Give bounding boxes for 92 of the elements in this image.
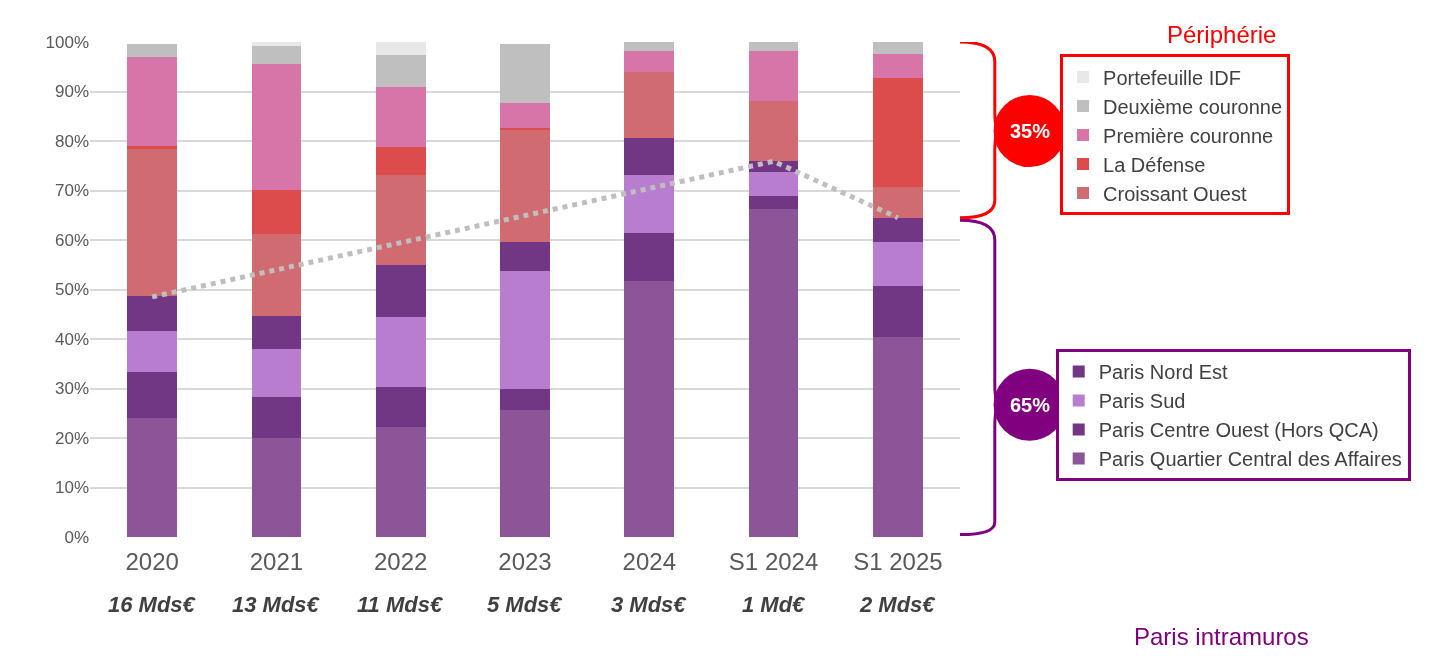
bar (251, 190, 302, 235)
bar (251, 396, 302, 438)
text: 13 Mds€ (232, 592, 321, 617)
bar (375, 86, 426, 148)
bar (500, 271, 550, 389)
bar (873, 187, 923, 218)
x-tick-label: 2020 (125, 548, 179, 575)
bar (375, 427, 426, 537)
x-tick-label: 2021 (249, 548, 304, 575)
legend-label: Croissant Ouest (1103, 182, 1247, 205)
x-tick-label: 2022 (374, 548, 428, 575)
legend-label: Paris Centre Ouest (Hors QCA) (1098, 419, 1379, 442)
text: 5 Mds€ (487, 592, 564, 617)
bar (500, 102, 550, 128)
bar (127, 56, 177, 146)
bar (127, 145, 177, 149)
bar (127, 371, 177, 418)
y-tick-label: 70% (54, 181, 89, 201)
bar (375, 387, 426, 428)
bar (375, 265, 426, 318)
bar (748, 195, 799, 210)
bar (873, 42, 923, 54)
bar (624, 175, 675, 233)
text: Paris intramuros (1134, 623, 1309, 650)
bar (624, 42, 675, 52)
bar (624, 71, 675, 138)
x-tick-label: S1 2025 (853, 548, 943, 575)
legend-label: Deuxième couronne (1103, 95, 1283, 118)
bar (375, 317, 426, 388)
legend-label: Paris Nord Est (1098, 361, 1229, 384)
bar (873, 53, 923, 78)
bar (127, 417, 177, 537)
y-tick-label: 50% (54, 280, 89, 300)
bar (127, 331, 177, 372)
x-tick-label: 2023 (498, 548, 552, 575)
text: 2 Mds€ (859, 592, 937, 617)
bar (748, 42, 799, 51)
bar (500, 43, 550, 103)
y-tick-label: 100% (45, 32, 89, 52)
text: 1 Md€ (742, 592, 807, 617)
text: 11 Mds€ (357, 592, 444, 617)
bar (748, 209, 799, 537)
bar (624, 51, 675, 72)
y-tick-label: 40% (54, 329, 89, 349)
legend-label: Paris Sud (1098, 390, 1186, 413)
bar (624, 137, 675, 176)
y-tick-label: 80% (54, 131, 89, 151)
bar (500, 241, 550, 272)
bar (500, 410, 550, 537)
bar (873, 286, 923, 338)
text: 3 Mds€ (611, 592, 688, 617)
bar (748, 50, 799, 101)
bar (624, 232, 675, 282)
bar (873, 337, 923, 537)
y-tick-label: 30% (54, 379, 89, 399)
text: 35% (1010, 120, 1051, 142)
bar (127, 295, 177, 332)
legend-label: Paris Quartier Central des Affaires (1098, 448, 1402, 471)
y-tick-label: 20% (54, 428, 89, 448)
y-tick-label: 90% (54, 82, 89, 102)
y-tick-label: 60% (54, 230, 89, 250)
bar (748, 172, 799, 196)
y-tick-label: 10% (54, 478, 89, 498)
bar (375, 147, 426, 176)
bar (624, 281, 675, 537)
bar (127, 44, 177, 57)
bar (251, 316, 302, 350)
text: 65% (1010, 394, 1051, 416)
legend-label: La Défense (1103, 153, 1206, 176)
bar (500, 129, 550, 242)
bar (251, 437, 302, 537)
bar (251, 234, 302, 317)
bar (251, 63, 302, 190)
legend-label: Portefeuille IDF (1103, 66, 1241, 89)
y-tick-label: 0% (64, 527, 89, 547)
bar (375, 54, 426, 87)
x-tick-label: 2024 (622, 548, 676, 575)
bar (748, 100, 799, 162)
legend-label: Première couronne (1103, 124, 1274, 147)
bar (251, 349, 302, 397)
bar (375, 42, 426, 55)
text: 16 Mds€ (108, 592, 197, 617)
x-tick-label: S1 2024 (728, 548, 819, 575)
bar (127, 148, 177, 296)
bar (251, 46, 302, 64)
bar (500, 389, 550, 411)
bar (873, 77, 923, 188)
bar (251, 42, 302, 47)
bar (375, 175, 426, 266)
bar (873, 217, 923, 242)
bar (873, 241, 923, 287)
text: Périphérie (1167, 21, 1277, 48)
